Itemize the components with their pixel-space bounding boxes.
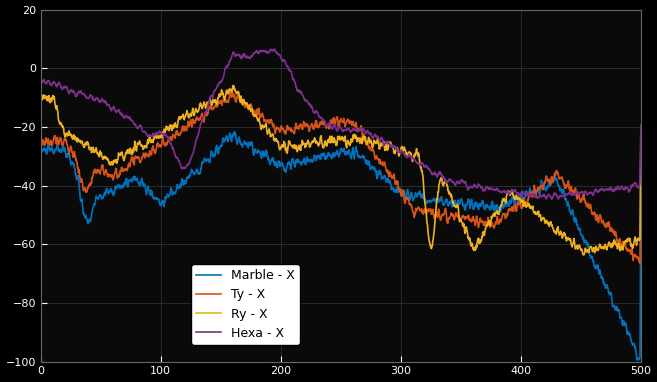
- Marble - X: [37, 115, 45, 119]
- Line: Ty - X: Ty - X: [41, 92, 641, 264]
- Line: Hexa - X: Hexa - X: [41, 49, 641, 199]
- Ry - X: [620, 242, 628, 246]
- Ty - X: [329, 118, 337, 123]
- Ty - X: [68, 146, 76, 151]
- Hexa - X: [313, 110, 321, 114]
- Ry - X: [313, 139, 321, 144]
- Marble - X: [68, 161, 76, 165]
- Hexa - X: [267, 47, 275, 52]
- Ty - X: [313, 123, 321, 128]
- Line: Marble - X: Marble - X: [41, 117, 641, 360]
- Marble - X: [637, 180, 645, 184]
- Ty - X: [620, 240, 627, 245]
- Ry - X: [620, 241, 628, 246]
- Hexa - X: [620, 187, 628, 192]
- Ty - X: [226, 90, 234, 94]
- Ty - X: [637, 145, 645, 149]
- Hexa - X: [329, 125, 337, 130]
- Marble - X: [313, 156, 321, 161]
- Hexa - X: [637, 123, 645, 127]
- Ty - X: [37, 108, 45, 113]
- Ry - X: [68, 133, 76, 137]
- Marble - X: [633, 358, 641, 363]
- Ry - X: [37, 84, 45, 89]
- Ry - X: [510, 194, 518, 198]
- Ry - X: [329, 139, 337, 144]
- Marble - X: [620, 319, 627, 323]
- Hexa - X: [548, 197, 556, 202]
- Hexa - X: [68, 88, 76, 92]
- Ry - X: [580, 253, 588, 257]
- Legend: Marble - X, Ty - X, Ry - X, Hexa - X: Marble - X, Ty - X, Ry - X, Hexa - X: [191, 264, 300, 345]
- Marble - X: [620, 322, 627, 326]
- Line: Ry - X: Ry - X: [41, 86, 641, 255]
- Ry - X: [637, 133, 645, 138]
- Ty - X: [510, 209, 518, 213]
- Hexa - X: [510, 188, 518, 193]
- Marble - X: [328, 153, 336, 158]
- Hexa - X: [620, 188, 628, 192]
- Ty - X: [620, 242, 628, 247]
- Marble - X: [509, 195, 517, 200]
- Ry - X: [229, 83, 237, 88]
- Hexa - X: [37, 74, 45, 78]
- Ty - X: [636, 261, 644, 266]
